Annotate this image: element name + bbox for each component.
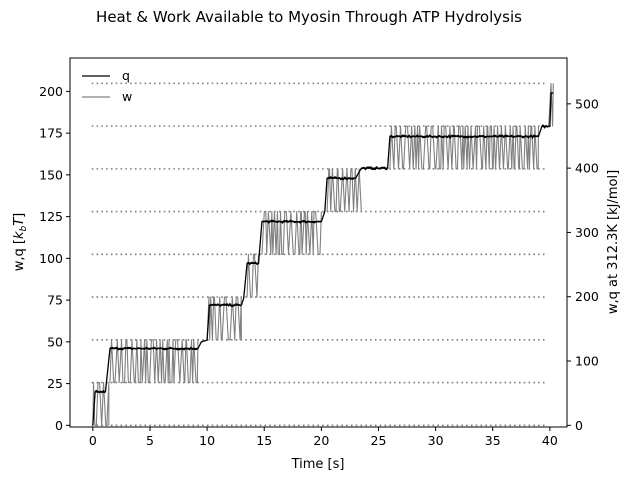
y-right-tick-label-2: 200	[575, 289, 599, 304]
x-axis-ticks: 0 5 10 15 20 25 30 35 40	[89, 427, 558, 448]
series-w-segment-3	[246, 253, 260, 298]
y-left-tick-label-6: 150	[39, 167, 63, 182]
y-axis-right-ticks: 0 100 200 300 400 500	[567, 96, 599, 433]
x-tick-label-2: 10	[199, 433, 215, 448]
series-q-plateau-10	[246, 261, 259, 266]
y-right-tick-label-0: 0	[575, 418, 583, 433]
y-left-tick-label-3: 75	[47, 293, 63, 308]
series-w-segment-0	[92, 382, 110, 426]
series-q-plateau-15	[326, 176, 356, 181]
series-q	[92, 92, 554, 426]
series-q-plateau-21	[541, 124, 550, 129]
series-q-plateau-7	[208, 302, 242, 308]
y-right-tick-label-4: 400	[575, 161, 599, 176]
y-left-tick-label-7: 175	[39, 126, 63, 141]
y-axis-right-label: w,q at 312.3K [kJ/mol]	[606, 170, 621, 314]
legend: q w	[82, 68, 132, 104]
series-w-segment-4	[261, 211, 322, 255]
x-tick-label-6: 30	[428, 433, 444, 448]
series-w	[92, 82, 554, 426]
series-w-segment-5	[326, 168, 362, 213]
plot-area-frame	[69, 57, 568, 428]
y-left-tick-label-4: 100	[39, 251, 63, 266]
series-q-plateau-17	[360, 165, 388, 171]
x-tick-label-1: 5	[146, 433, 154, 448]
y-right-tick-label-3: 300	[575, 225, 599, 240]
y-left-tick-label-2: 50	[47, 334, 63, 349]
series-w-segment-7	[548, 82, 554, 127]
series-q-plateau-1	[94, 389, 106, 394]
y-right-tick-label-1: 100	[575, 354, 599, 369]
y-axis-left-ticks: 0 25 50 75 100 125 150 175 200	[39, 84, 70, 433]
y-left-tick-label-5: 125	[39, 209, 63, 224]
y-left-tick-label-0: 0	[55, 418, 63, 433]
series-q-plateau-19	[389, 134, 539, 140]
reference-lines	[91, 82, 548, 427]
y-right-tick-label-5: 500	[575, 96, 599, 111]
x-axis-label: Time [s]	[291, 457, 345, 472]
x-tick-label-3: 15	[256, 433, 272, 448]
series-w-segment-1	[109, 339, 199, 384]
series-w-segment-6	[389, 125, 539, 170]
x-tick-label-4: 20	[313, 433, 329, 448]
x-tick-label-7: 35	[485, 433, 501, 448]
series-q-plateau-3	[109, 346, 199, 351]
x-tick-label-8: 40	[542, 433, 558, 448]
x-tick-label-0: 0	[89, 433, 97, 448]
y-axis-left-label: w,q [kbT]	[12, 213, 29, 272]
y-left-tick-label-1: 25	[47, 376, 63, 391]
legend-label-q: q	[122, 68, 130, 83]
x-tick-label-5: 25	[371, 433, 387, 448]
y-left-tick-label-8: 200	[39, 84, 63, 99]
series-w-segment-2	[206, 296, 242, 341]
series-q-plateau-12	[261, 219, 321, 224]
chart-title: Heat & Work Available to Myosin Through …	[96, 8, 522, 26]
legend-label-w: w	[122, 89, 132, 104]
